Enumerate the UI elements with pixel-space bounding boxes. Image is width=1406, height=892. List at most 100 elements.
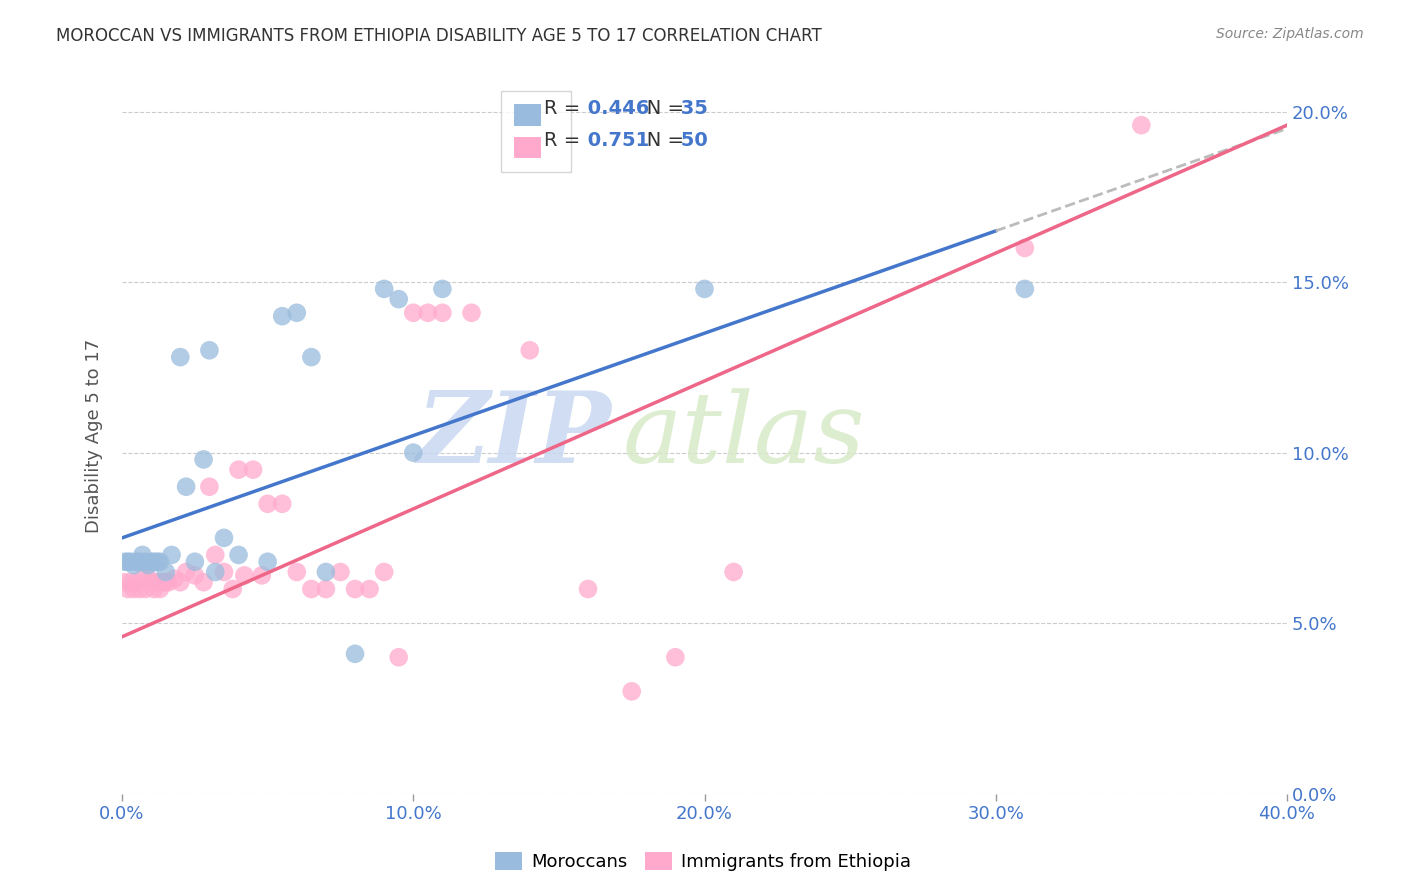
Point (198, 343, 221, 358)
Point (122, 582, 145, 596)
Point (228, 548, 250, 562)
Point (141, 575, 163, 590)
Point (146, 575, 169, 590)
Point (693, 282, 716, 296)
Point (136, 558, 159, 573)
Point (141, 555, 163, 569)
Point (155, 565, 177, 579)
Point (146, 555, 169, 569)
Point (131, 548, 153, 562)
Point (373, 565, 395, 579)
Point (143, 555, 166, 569)
Point (125, 575, 148, 590)
Text: N =: N = (627, 99, 690, 118)
Point (155, 575, 177, 590)
Point (315, 582, 337, 596)
Text: 0.751: 0.751 (581, 131, 650, 150)
Point (250, 568, 273, 582)
Text: 35: 35 (675, 99, 709, 118)
Point (285, 306, 308, 320)
Text: atlas: atlas (623, 388, 866, 483)
Point (388, 650, 411, 665)
Point (120, 575, 142, 590)
Point (432, 282, 454, 296)
Point (1014, 241, 1036, 255)
Point (169, 350, 191, 364)
Point (174, 480, 197, 494)
Point (329, 565, 352, 579)
Point (134, 582, 156, 596)
Legend: Moroccans, Immigrants from Ethiopia: Moroccans, Immigrants from Ethiopia (488, 845, 918, 879)
Point (184, 555, 207, 569)
Point (204, 548, 226, 562)
Point (149, 582, 172, 596)
Point (373, 282, 395, 296)
Point (184, 568, 207, 582)
Point (169, 575, 191, 590)
Text: R =: R = (544, 99, 586, 118)
Point (344, 582, 367, 596)
Point (131, 572, 153, 586)
Point (114, 575, 136, 590)
Text: Source: ZipAtlas.com: Source: ZipAtlas.com (1216, 27, 1364, 41)
Point (315, 565, 337, 579)
Point (193, 452, 215, 467)
Point (222, 582, 245, 596)
Point (388, 292, 411, 306)
Point (198, 480, 221, 494)
Text: R =: R = (544, 131, 586, 150)
Point (143, 582, 166, 596)
Point (117, 555, 139, 569)
Point (576, 582, 599, 596)
Point (128, 555, 150, 569)
Point (228, 463, 250, 477)
Point (152, 575, 174, 590)
Point (271, 309, 294, 323)
Point (114, 555, 136, 569)
Point (212, 531, 235, 545)
Point (432, 306, 454, 320)
Point (120, 555, 142, 569)
Point (174, 565, 197, 579)
Point (723, 565, 745, 579)
Point (157, 575, 180, 590)
Point (402, 445, 425, 459)
Point (271, 497, 294, 511)
Point (125, 555, 148, 569)
Point (620, 684, 643, 698)
Point (299, 582, 322, 596)
Point (160, 548, 183, 562)
Point (128, 582, 150, 596)
Point (212, 565, 235, 579)
Point (285, 565, 308, 579)
Point (149, 555, 172, 569)
Point (256, 555, 278, 569)
Point (193, 575, 215, 590)
Text: ZIP: ZIP (416, 387, 612, 483)
Point (122, 558, 145, 573)
Point (416, 306, 439, 320)
Point (1130, 118, 1153, 132)
Point (359, 582, 381, 596)
Point (163, 572, 186, 586)
Point (117, 582, 139, 596)
Point (134, 555, 156, 569)
Point (242, 463, 264, 477)
Point (460, 306, 482, 320)
Point (256, 497, 278, 511)
Point (664, 650, 686, 665)
Y-axis label: Disability Age 5 to 17: Disability Age 5 to 17 (86, 338, 103, 533)
Text: 0.446: 0.446 (581, 99, 650, 118)
Point (299, 350, 322, 364)
Text: N =: N = (627, 131, 690, 150)
Point (136, 572, 159, 586)
Point (1014, 282, 1036, 296)
Point (519, 343, 541, 358)
Text: MOROCCAN VS IMMIGRANTS FROM ETHIOPIA DISABILITY AGE 5 TO 17 CORRELATION CHART: MOROCCAN VS IMMIGRANTS FROM ETHIOPIA DIS… (56, 27, 823, 45)
Point (344, 647, 367, 661)
Legend: , : , (501, 91, 571, 172)
Point (233, 568, 256, 582)
Point (402, 306, 425, 320)
Point (204, 565, 226, 579)
Text: 50: 50 (675, 131, 709, 150)
